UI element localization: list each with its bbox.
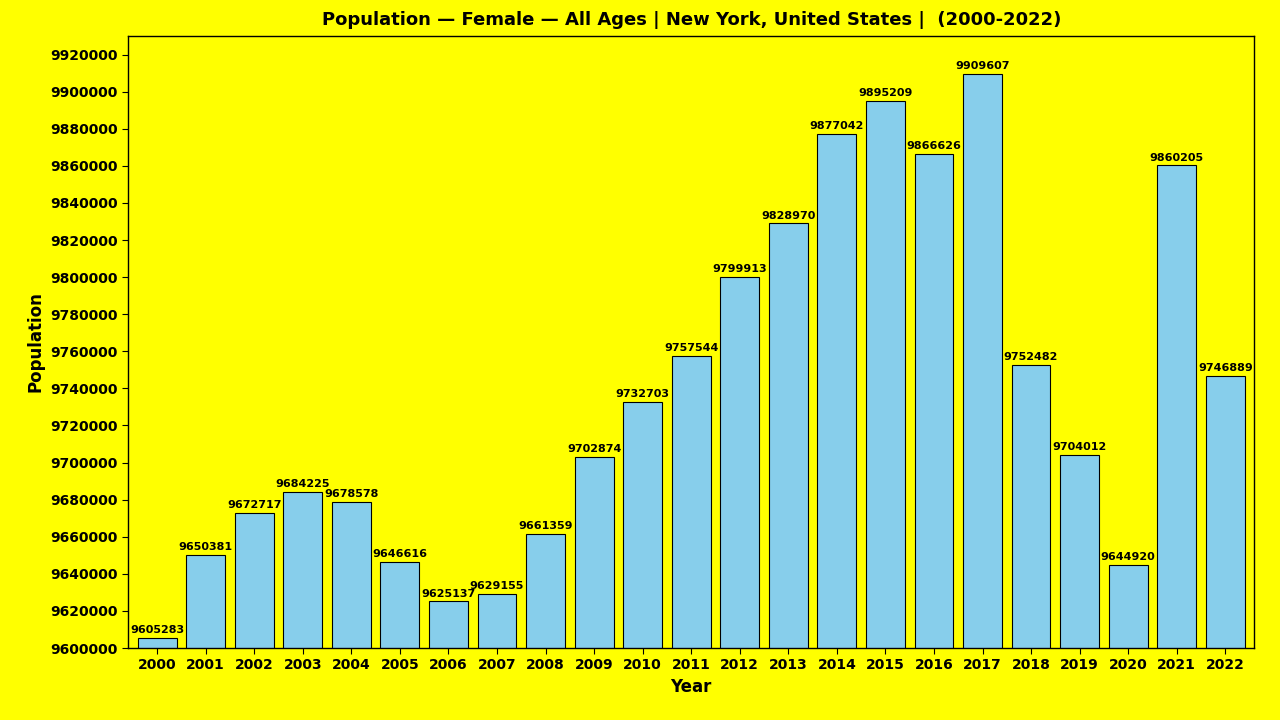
- Text: 9672717: 9672717: [227, 500, 282, 510]
- Bar: [818, 134, 856, 720]
- Bar: [721, 277, 759, 720]
- Bar: [380, 562, 420, 720]
- Bar: [477, 594, 516, 720]
- Text: 9625137: 9625137: [421, 589, 476, 598]
- Text: 9629155: 9629155: [470, 581, 525, 591]
- Bar: [429, 601, 468, 720]
- Text: 9757544: 9757544: [664, 343, 718, 353]
- Bar: [1011, 365, 1051, 720]
- Bar: [867, 101, 905, 720]
- Text: 9746889: 9746889: [1198, 363, 1253, 373]
- Text: 9678578: 9678578: [324, 490, 379, 500]
- Bar: [234, 513, 274, 720]
- Text: 9877042: 9877042: [810, 122, 864, 132]
- Bar: [672, 356, 710, 720]
- Text: 9646616: 9646616: [372, 549, 428, 559]
- Text: 9895209: 9895209: [858, 88, 913, 98]
- Text: 9752482: 9752482: [1004, 352, 1059, 362]
- Text: 9605283: 9605283: [131, 626, 184, 636]
- Text: 9860205: 9860205: [1149, 153, 1203, 163]
- Bar: [1157, 166, 1196, 720]
- Bar: [332, 503, 371, 720]
- Bar: [575, 457, 613, 720]
- Text: 9702874: 9702874: [567, 444, 621, 454]
- Bar: [283, 492, 323, 720]
- Text: 9704012: 9704012: [1052, 442, 1107, 452]
- Bar: [914, 153, 954, 720]
- Bar: [1108, 564, 1148, 720]
- Bar: [623, 402, 662, 720]
- Text: 9828970: 9828970: [762, 210, 815, 220]
- Bar: [187, 554, 225, 720]
- Y-axis label: Population: Population: [27, 292, 45, 392]
- Bar: [526, 534, 564, 720]
- Bar: [1060, 455, 1100, 720]
- Bar: [769, 223, 808, 720]
- Bar: [1206, 376, 1244, 720]
- Text: 9909607: 9909607: [955, 61, 1010, 71]
- Text: 9732703: 9732703: [616, 389, 669, 399]
- Text: 9799913: 9799913: [713, 264, 767, 274]
- Text: 9650381: 9650381: [179, 541, 233, 552]
- Bar: [963, 74, 1002, 720]
- Text: 9866626: 9866626: [906, 140, 961, 150]
- Text: 9644920: 9644920: [1101, 552, 1156, 562]
- Text: 9684225: 9684225: [275, 479, 330, 489]
- Title: Population — Female — All Ages | New York, United States |  (2000-2022): Population — Female — All Ages | New Yor…: [321, 11, 1061, 29]
- Bar: [138, 638, 177, 720]
- Text: 9661359: 9661359: [518, 521, 572, 531]
- X-axis label: Year: Year: [671, 678, 712, 696]
